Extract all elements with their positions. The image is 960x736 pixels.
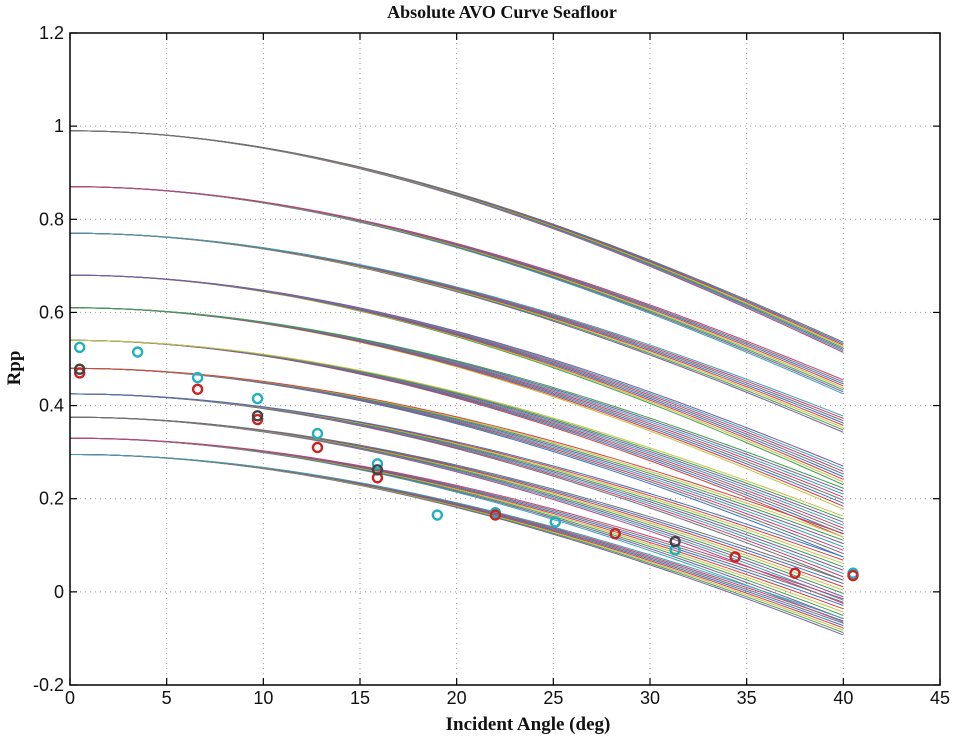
x-tick-label: 25: [543, 688, 563, 708]
y-axis-label: Rpp: [4, 351, 25, 386]
avo-curve: [69, 437, 844, 600]
avo-curve: [69, 186, 844, 383]
observation-point: [549, 516, 561, 528]
avo-curve: [69, 130, 844, 343]
avo-curve: [69, 274, 844, 467]
axis-ticks: [69, 32, 941, 686]
avo-curve: [69, 232, 844, 417]
avo-curve: [69, 232, 844, 419]
avo-curve: [69, 130, 844, 353]
avo-curve: [69, 339, 844, 523]
avo-curve: [69, 453, 844, 620]
x-tick-label: 0: [65, 688, 75, 708]
x-tick-label: 45: [930, 688, 950, 708]
x-tick-label: 40: [833, 688, 853, 708]
avo-curves: [69, 130, 844, 636]
observation-point: [489, 509, 502, 521]
observation-points: [73, 341, 859, 582]
observation-point: [191, 383, 204, 395]
x-tick-label: 35: [737, 688, 757, 708]
avo-curve: [69, 186, 844, 381]
y-tick-label: -0.2: [33, 675, 64, 695]
avo-curve: [69, 393, 844, 558]
avo-curve: [69, 307, 844, 489]
y-tick-label: 0.4: [39, 396, 64, 416]
avo-curve: [69, 453, 844, 627]
y-tick-label: 1.2: [39, 23, 64, 43]
observation-point: [73, 363, 86, 375]
plot-frame: [69, 32, 941, 686]
y-tick-label: 0: [54, 582, 64, 602]
x-tick-labels: 0 5 10 15 20 25 30 35 40 45: [65, 688, 950, 708]
x-tick-label: 5: [162, 688, 172, 708]
y-tick-label: 0.6: [39, 302, 64, 322]
avo-curve: [69, 453, 844, 622]
observation-point: [251, 410, 264, 422]
observation-point: [251, 392, 264, 405]
observation-point: [729, 551, 741, 563]
observation-point: [191, 371, 204, 384]
x-tick-label: 15: [350, 688, 370, 708]
y-tick-label: 1: [54, 116, 64, 136]
observation-point: [311, 427, 324, 440]
y-tick-label: 0.2: [39, 489, 64, 509]
observation-point: [371, 464, 384, 476]
avo-curve: [69, 186, 844, 385]
avo-curve: [69, 339, 844, 517]
observation-point: [431, 509, 444, 521]
x-tick-label: 30: [640, 688, 660, 708]
avo-curve: [69, 453, 844, 636]
observation-point: [789, 567, 801, 579]
y-tick-label: 0.8: [39, 209, 64, 229]
avo-curve: [69, 186, 844, 387]
observation-point: [131, 346, 144, 358]
observation-point: [609, 527, 621, 540]
observation-point: [669, 535, 681, 548]
observation-point: [73, 367, 86, 379]
observation-point: [73, 341, 86, 354]
x-tick-label: 20: [447, 688, 467, 708]
x-tick-label: 10: [253, 688, 273, 708]
avo-curve: [69, 416, 844, 581]
observation-point: [847, 569, 859, 582]
chart-title: Absolute AVO Curve Seafloor: [387, 2, 617, 22]
avo-curve: [69, 130, 844, 345]
observation-point: [371, 458, 384, 470]
observation-point: [311, 441, 324, 454]
y-tick-labels: -0.2 0 0.2 0.4 0.6 0.8 1 1.2: [33, 23, 64, 695]
observation-point: [251, 413, 264, 426]
x-axis-label: Incident Angle (deg): [446, 714, 611, 735]
